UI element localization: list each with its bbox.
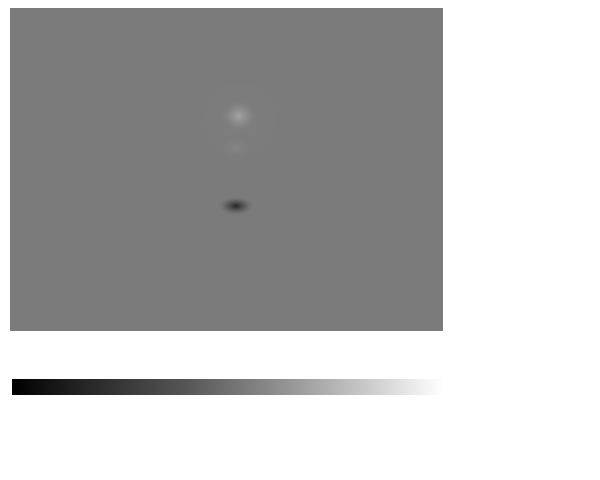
image-background [10, 8, 443, 331]
grayscale-colorbar [12, 379, 443, 395]
grayscale-image-panel [10, 8, 443, 331]
image-svg [10, 8, 443, 331]
faint-bright-blob [221, 136, 251, 160]
bright-blob [221, 100, 257, 132]
dark-blob [217, 196, 255, 216]
